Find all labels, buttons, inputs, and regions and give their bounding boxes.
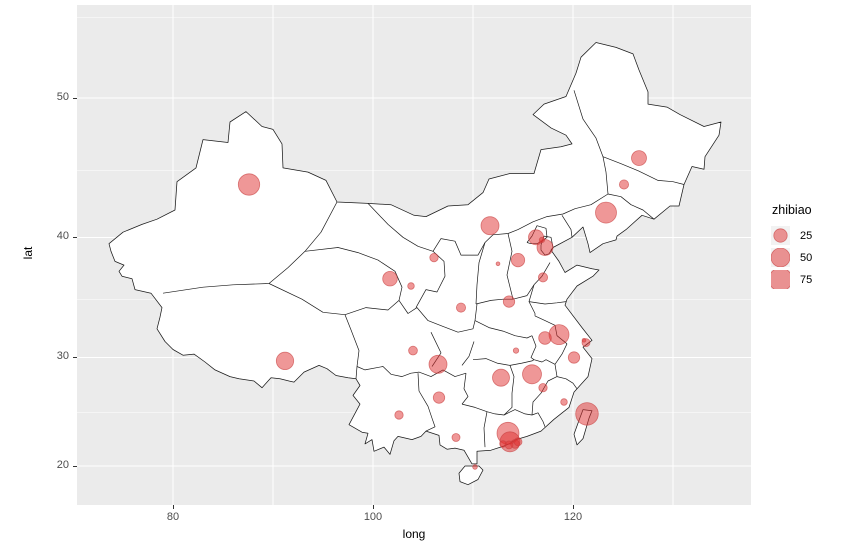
- legend-key-swatch: [771, 270, 790, 289]
- y-tick-mark: [73, 97, 77, 99]
- legend-key-swatch: [771, 226, 790, 245]
- province-border: [415, 251, 446, 308]
- china-map: [108, 42, 722, 486]
- y-tick-label: 30: [56, 350, 69, 363]
- data-point: [522, 364, 542, 385]
- province-border: [503, 365, 515, 416]
- legend-key-swatch: [771, 248, 790, 267]
- y-tick-mark: [73, 465, 77, 467]
- legend-entry-label: 50: [800, 251, 813, 264]
- province-border: [483, 411, 488, 448]
- data-point: [408, 345, 418, 356]
- y-tick-mark: [73, 357, 77, 359]
- province-border: [528, 284, 536, 316]
- province-border: [556, 376, 578, 390]
- data-point: [548, 324, 570, 346]
- data-point: [510, 253, 526, 268]
- legend-keys: 25 50 75: [771, 226, 863, 289]
- data-point: [429, 253, 439, 263]
- province-border: [162, 201, 338, 294]
- map-canvas: [77, 5, 751, 505]
- x-tick-label: 80: [166, 511, 180, 523]
- x-tick-label: 120: [563, 511, 583, 523]
- data-point: [581, 337, 587, 343]
- data-point: [492, 368, 510, 387]
- data-point: [513, 437, 523, 447]
- province-border: [304, 247, 403, 316]
- data-point: [538, 331, 552, 345]
- province-border: [573, 90, 609, 195]
- province-border: [356, 366, 467, 377]
- data-point: [619, 179, 630, 190]
- legend-entry: 50: [771, 248, 863, 267]
- province-border: [268, 283, 360, 379]
- data-point: [394, 410, 404, 420]
- province-border: [512, 284, 535, 300]
- x-tick-mark: [173, 505, 174, 509]
- data-point: [428, 354, 448, 374]
- data-point: [237, 173, 261, 196]
- y-tick-label: 40: [56, 230, 69, 243]
- province-border: [461, 341, 475, 366]
- map-outline-hainan: [458, 465, 484, 486]
- y-tick-label: 20: [56, 458, 69, 471]
- y-axis-title: lat: [21, 246, 35, 260]
- plot-panel: [77, 5, 751, 505]
- data-point: [382, 271, 398, 287]
- data-point: [631, 150, 647, 167]
- y-tick-label: 50: [56, 90, 69, 103]
- data-point: [432, 391, 446, 404]
- legend-entry-label: 75: [800, 273, 813, 286]
- province-border: [531, 343, 568, 416]
- data-point: [538, 383, 548, 393]
- x-tick-mark: [373, 505, 374, 509]
- province-border: [475, 242, 486, 305]
- province-border: [607, 193, 655, 220]
- data-point: [537, 272, 548, 283]
- map-outline-mainland: [108, 42, 722, 465]
- legend-key-circle: [771, 270, 790, 289]
- data-point: [538, 236, 546, 243]
- x-tick-label: 100: [363, 511, 383, 523]
- data-point: [472, 464, 478, 470]
- data-point: [560, 398, 568, 406]
- data-point: [512, 347, 520, 354]
- legend-title: zhibiao: [772, 203, 812, 217]
- data-point: [480, 216, 500, 236]
- legend-entry-label: 25: [800, 229, 813, 242]
- x-tick-mark: [573, 505, 574, 509]
- province-border: [461, 373, 469, 405]
- legend: zhibiao 25 50 75: [771, 203, 863, 292]
- data-point: [275, 351, 295, 370]
- province-border: [561, 215, 573, 238]
- province-border: [461, 403, 546, 427]
- data-point: [407, 282, 415, 290]
- legend-key-circle: [773, 228, 788, 243]
- data-point: [499, 440, 507, 448]
- province-border: [506, 233, 514, 300]
- data-point: [575, 402, 599, 426]
- legend-key-circle: [771, 248, 790, 267]
- y-tick-mark: [73, 237, 77, 239]
- data-points: [237, 150, 647, 470]
- province-border: [602, 156, 685, 185]
- legend-entry: 75: [771, 270, 863, 289]
- data-point: [455, 302, 466, 313]
- province-border: [528, 301, 567, 305]
- data-point: [595, 201, 617, 224]
- data-point: [495, 261, 501, 267]
- x-axis-title: long: [402, 527, 426, 541]
- data-point: [567, 351, 581, 364]
- province-border: [417, 373, 436, 432]
- legend-entry: 25: [771, 226, 863, 245]
- data-point: [502, 295, 516, 308]
- data-point: [451, 433, 461, 442]
- province-border: [474, 320, 533, 339]
- province-border: [398, 300, 478, 333]
